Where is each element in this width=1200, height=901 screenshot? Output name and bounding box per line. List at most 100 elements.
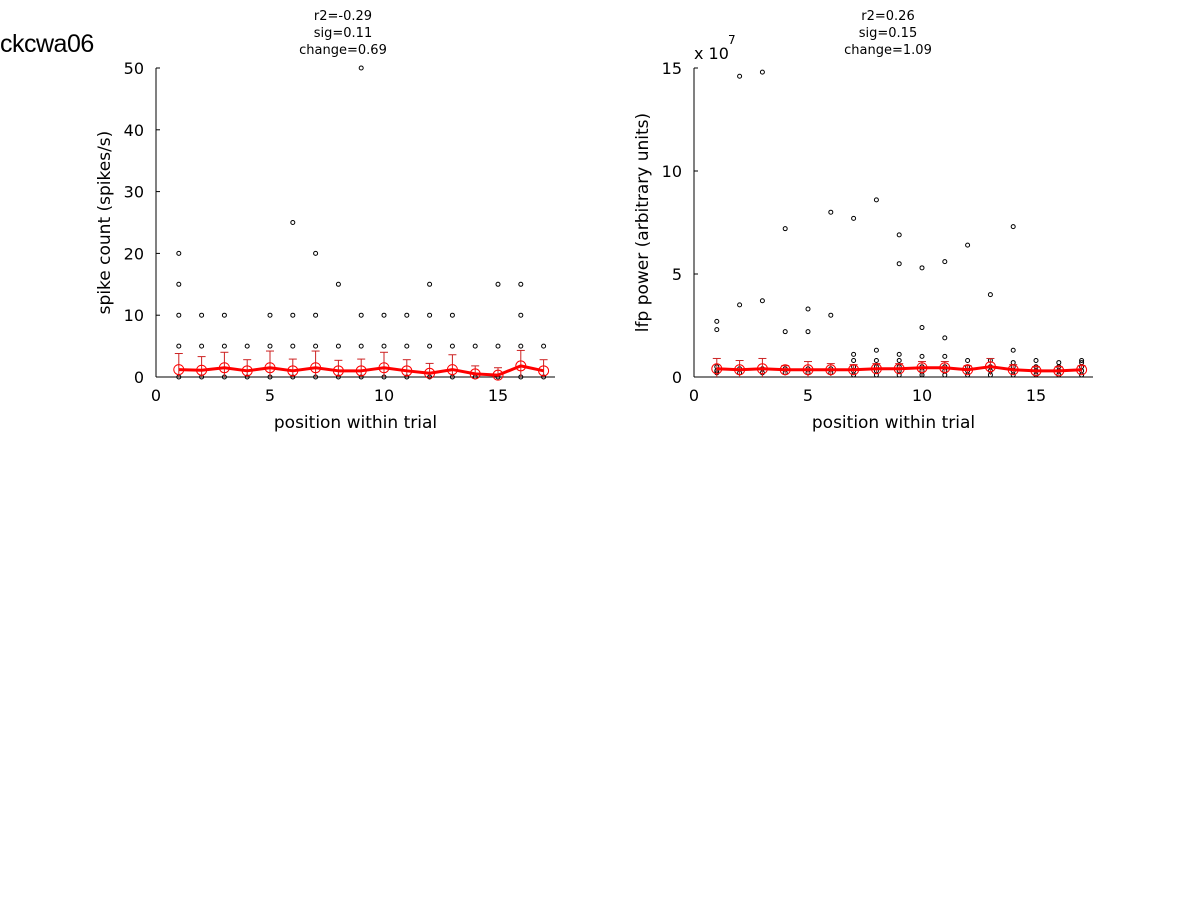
data-point	[335, 343, 341, 349]
chart-panel-2: 0 5 10 15 0 5 10 15 position within trial lfp pow…	[633, 9, 1093, 433]
data-point	[358, 343, 364, 349]
data-point	[290, 343, 296, 349]
y-axis-label: spike count (spikes/s)	[95, 131, 115, 315]
data-point	[737, 73, 743, 79]
x-tick-label: 10	[912, 386, 932, 405]
data-point	[221, 343, 227, 349]
data-point	[714, 327, 720, 333]
mean-marker	[196, 364, 208, 376]
data-point	[290, 220, 296, 225]
data-point	[851, 215, 857, 221]
data-point	[987, 292, 993, 298]
data-point	[221, 312, 227, 318]
x-axis-label: position within trial	[274, 413, 437, 433]
data-point	[759, 69, 765, 75]
data-point	[1033, 358, 1039, 364]
data-point	[942, 259, 948, 265]
mean-marker	[1007, 364, 1019, 376]
data-point	[518, 281, 524, 287]
y-tick-label: 0	[134, 368, 144, 387]
stat-annotation: r2=-0.29	[314, 9, 372, 24]
mean-marker	[287, 365, 299, 377]
data-point	[942, 353, 948, 359]
data-point	[290, 312, 296, 318]
data-point	[873, 358, 879, 364]
data-point	[896, 232, 902, 238]
mean-marker	[469, 368, 481, 380]
mean-marker	[1053, 365, 1065, 377]
mean-marker	[734, 364, 746, 376]
data-point	[851, 351, 857, 357]
data-point	[404, 312, 410, 318]
mean-marker	[711, 363, 723, 375]
y-tick-label: 50	[124, 59, 144, 78]
data-point	[1010, 347, 1016, 353]
mean-marker	[984, 361, 996, 373]
data-point	[313, 343, 319, 349]
data-point	[805, 306, 811, 312]
data-point	[896, 261, 902, 267]
x-axis-label: position within trial	[812, 413, 975, 433]
data-point	[896, 358, 902, 364]
data-point	[919, 265, 925, 271]
data-point	[1056, 360, 1062, 366]
data-point	[965, 358, 971, 364]
mean-marker	[779, 364, 791, 376]
mean-line	[178, 364, 544, 377]
mean-marker	[218, 362, 230, 374]
data-point	[427, 312, 433, 318]
mean-marker	[173, 364, 185, 376]
x-tick-label: 5	[265, 386, 275, 405]
mean-marker	[378, 362, 390, 374]
mean-marker	[962, 364, 974, 376]
data-point	[942, 335, 948, 341]
x-tick-label: 5	[803, 386, 813, 405]
data-point	[267, 312, 273, 318]
mean-marker	[492, 369, 504, 381]
mean-marker	[401, 365, 413, 377]
stat-annotation: change=1.09	[844, 43, 932, 58]
mean-marker	[893, 363, 905, 375]
data-point	[449, 343, 455, 349]
mean-marker	[264, 362, 276, 374]
data-point	[176, 281, 182, 287]
data-point	[759, 298, 765, 304]
mean-marker	[916, 362, 928, 374]
data-point	[1079, 358, 1085, 364]
mean-marker	[848, 364, 860, 376]
mean-marker	[1076, 364, 1088, 376]
data-point	[495, 343, 501, 349]
data-point	[404, 343, 410, 349]
y-axis-label: lfp power (arbitrary units)	[633, 113, 653, 332]
data-point	[782, 329, 788, 335]
x-tick-label: 0	[689, 386, 699, 405]
y-tick-label: 10	[662, 162, 682, 181]
x-tick-label: 15	[1026, 386, 1046, 405]
data-point	[919, 325, 925, 331]
data-point	[805, 329, 811, 335]
mean-line	[716, 365, 1082, 373]
data-point	[381, 343, 387, 349]
stat-annotation: r2=0.26	[861, 9, 914, 24]
mean-marker	[756, 363, 768, 375]
y-tick-label: 30	[124, 183, 144, 202]
x-tick-label: 0	[151, 386, 161, 405]
data-point	[965, 242, 971, 248]
data-point	[919, 353, 925, 359]
stat-annotation: sig=0.11	[314, 26, 372, 41]
data-point	[199, 312, 205, 318]
data-point	[1010, 224, 1016, 230]
data-point	[851, 358, 857, 364]
y-tick-label: 10	[124, 306, 144, 325]
data-point	[449, 312, 455, 318]
y-tick-label: 20	[124, 244, 144, 263]
x-tick-label: 15	[488, 386, 508, 405]
mean-marker	[241, 365, 253, 377]
y-tick-label: 15	[662, 59, 682, 78]
data-point	[873, 197, 879, 203]
data-point	[737, 302, 743, 308]
mean-marker	[802, 364, 814, 376]
mean-marker	[538, 365, 550, 377]
chart-panel-1: 0 5 10 15 0 10 20 30 40 50 position within trial sp…	[95, 9, 555, 433]
